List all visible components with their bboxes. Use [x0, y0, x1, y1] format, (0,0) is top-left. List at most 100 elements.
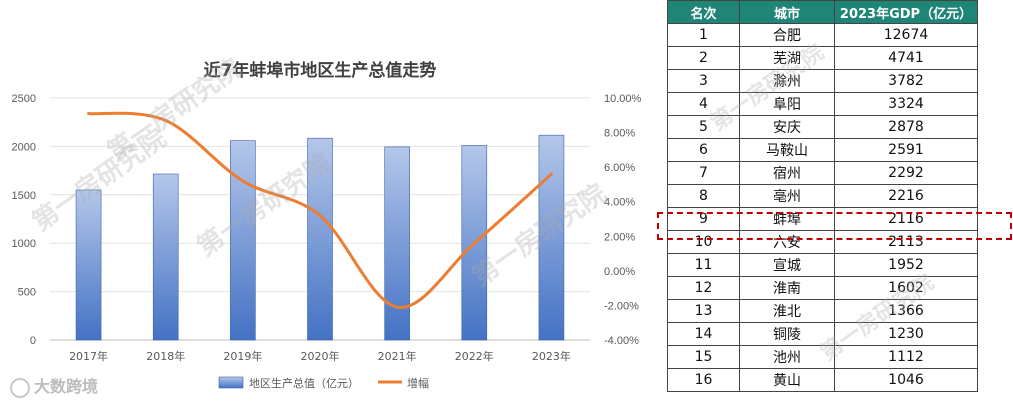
rank-cell: 3: [667, 69, 740, 93]
city-cell: 合肥: [739, 23, 835, 47]
y-tick-label: 0: [30, 335, 36, 347]
bar-2023年: [538, 134, 565, 341]
x-tick-label: 2021年: [378, 349, 417, 363]
table-row: 14 铜陵 1230: [667, 322, 978, 346]
gdp-cell: 2878: [834, 115, 978, 139]
y2-tick-label: 2.00%: [604, 231, 635, 243]
gdp-cell: 2216: [834, 184, 978, 208]
rank-cell: 10: [667, 230, 740, 254]
y2-tick-label: 10.00%: [604, 93, 642, 105]
legend-bar-swatch: [218, 376, 244, 389]
gdp-cell: 2591: [834, 138, 978, 162]
rank-cell: 14: [667, 322, 740, 346]
city-cell: 滁州: [739, 69, 835, 93]
city-cell: 淮北: [739, 299, 835, 323]
gdp-ranking-table: 名次 城市 2023年GDP（亿元） 1 合肥 12674 2 芜湖 4741 3 滁州 378…: [667, 0, 978, 392]
bar-2022年: [461, 145, 488, 341]
table-row: 13 淮北 1366: [667, 299, 978, 323]
city-cell: 淮南: [739, 276, 835, 300]
gdp-cell: 1366: [834, 299, 978, 323]
y2-tick-label: 0.00%: [604, 266, 635, 278]
y-tick-label: 1000: [12, 238, 36, 250]
gdp-cell: 4741: [834, 46, 978, 70]
rank-cell: 7: [667, 161, 740, 185]
table-row: 9 蚌埠 2116: [667, 207, 978, 231]
table-row: 11 宣城 1952: [667, 253, 978, 277]
table-row: 7 宿州 2292: [667, 161, 978, 185]
x-tick-label: 2022年: [455, 349, 494, 363]
city-cell: 马鞍山: [739, 138, 835, 162]
table-row: 8 亳州 2216: [667, 184, 978, 208]
gdp-cell: 2292: [834, 161, 978, 185]
table-row: 6 马鞍山 2591: [667, 138, 978, 162]
city-cell: 蚌埠: [739, 207, 835, 231]
y2-tick-label: 8.00%: [604, 128, 635, 140]
y-tick-label: 2000: [12, 141, 36, 153]
gdp-cell: 1230: [834, 322, 978, 346]
y2-tick-label: -4.00%: [604, 335, 639, 347]
gdp-chart: 近7年蚌埠市地区生产总值走势 0 500 1000 1500 2000 2500 -4.00%…: [10, 54, 642, 398]
bar-2020年: [307, 137, 333, 341]
y2-tick-label: -2.00%: [604, 300, 639, 312]
rank-cell: 9: [667, 207, 740, 231]
city-cell: 黄山: [739, 368, 835, 392]
rank-cell: 6: [667, 138, 740, 162]
gdp-cell: 1112: [834, 345, 978, 369]
table-row: 15 池州 1112: [667, 345, 978, 369]
table-row: 5 安庆 2878: [667, 115, 978, 139]
table-row: 10 六安 2113: [667, 230, 978, 254]
y2-tick-label: 6.00%: [604, 162, 635, 174]
x-tick-label: 2023年: [532, 349, 571, 363]
y2-tick-label: 4.00%: [604, 197, 635, 209]
table-row: 12 淮南 1602: [667, 276, 978, 300]
bar-2021年: [384, 146, 410, 341]
y-tick-label: 1500: [12, 190, 36, 202]
rank-cell: 12: [667, 276, 740, 300]
rank-cell: 5: [667, 115, 740, 139]
city-cell: 阜阳: [739, 92, 835, 116]
rank-cell: 2: [667, 46, 740, 70]
city-cell: 六安: [739, 230, 835, 254]
column-header-rank: 名次: [667, 0, 740, 24]
logo-icon: [10, 377, 30, 398]
y-tick-label: 500: [18, 287, 36, 299]
city-cell: 安庆: [739, 115, 835, 139]
city-cell: 芜湖: [739, 46, 835, 70]
gdp-cell: 2116: [834, 207, 978, 231]
city-cell: 亳州: [739, 184, 835, 208]
rank-cell: 11: [667, 253, 740, 277]
city-cell: 铜陵: [739, 322, 835, 346]
rank-cell: 8: [667, 184, 740, 208]
gdp-cell: 1046: [834, 368, 978, 392]
bar-2019年: [230, 140, 256, 341]
gdp-cell: 12674: [834, 23, 978, 47]
chart-title: 近7年蚌埠市地区生产总值走势: [204, 60, 437, 81]
gdp-cell: 2113: [834, 230, 978, 254]
table-row: 4 阜阳 3324: [667, 92, 978, 116]
x-tick-label: 2018年: [146, 349, 185, 363]
legend-line-label: 增幅: [407, 376, 429, 390]
rank-cell: 1: [667, 23, 740, 47]
column-header-gdp: 2023年GDP（亿元）: [834, 0, 978, 24]
x-tick-label: 2020年: [301, 349, 340, 363]
bar-2017年: [75, 189, 102, 341]
x-tick-label: 2017年: [69, 349, 108, 363]
rank-cell: 4: [667, 92, 740, 116]
table-row: 2 芜湖 4741: [667, 46, 978, 70]
bar-2018年: [152, 173, 179, 341]
table-header-row: 名次 城市 2023年GDP（亿元）: [667, 0, 978, 24]
table-row: 1 合肥 12674: [667, 23, 978, 47]
chart-canvas: 近7年蚌埠市地区生产总值走势 0 500 1000 1500 2000 2500 -4.00%…: [12, 60, 642, 390]
gdp-cell: 1602: [834, 276, 978, 300]
logo-text: 大数跨境: [34, 377, 99, 396]
gdp-cell: 3782: [834, 69, 978, 93]
gdp-cell: 3324: [834, 92, 978, 116]
x-tick-label: 2019年: [223, 349, 262, 363]
table-row: 16 黄山 1046: [667, 368, 978, 392]
city-cell: 池州: [739, 345, 835, 369]
column-header-city: 城市: [739, 0, 835, 24]
y-tick-label: 2500: [12, 93, 36, 105]
city-cell: 宿州: [739, 161, 835, 185]
city-cell: 宣城: [739, 253, 835, 277]
brand-logo: 大数跨境: [10, 373, 98, 398]
